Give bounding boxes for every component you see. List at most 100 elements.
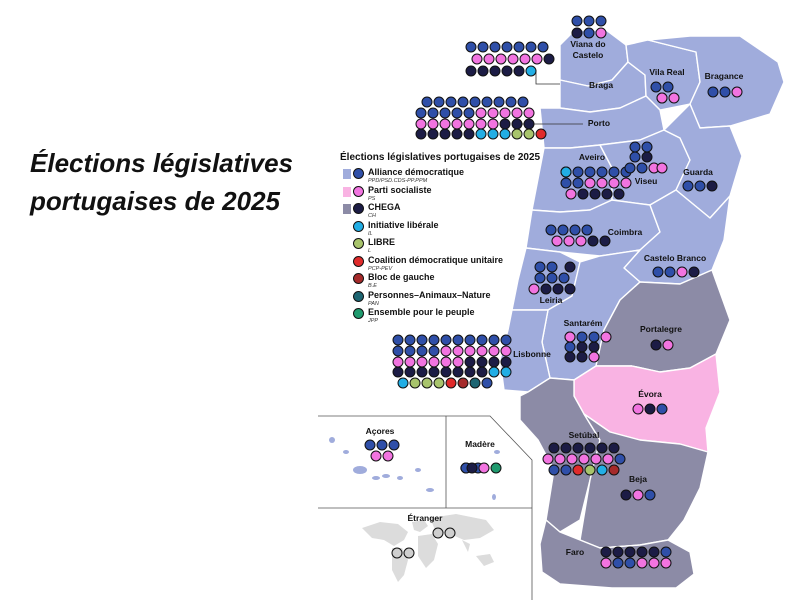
- seat-dot-braga: [525, 41, 537, 53]
- seat-dot-lisbonne: [392, 356, 404, 368]
- seat-dot-braga: [507, 53, 519, 65]
- district-label-braganca: Bragance: [705, 71, 744, 81]
- seat-dot-faro: [660, 557, 672, 569]
- seat-dot-setubal: [596, 464, 608, 476]
- island-acores: [397, 476, 403, 480]
- legend-party-name: Coalition démocratique unitaire: [368, 254, 504, 265]
- seat-dot-lisbonne: [392, 334, 404, 346]
- seat-dot-porto: [511, 118, 523, 130]
- legend-item: CHEGA CH: [340, 202, 555, 220]
- legend-party-name: Personnes–Animaux–Nature: [368, 289, 491, 300]
- seat-dot-lisbonne: [404, 356, 416, 368]
- island-acores: [343, 450, 349, 454]
- district-label-beja: Beja: [629, 474, 647, 484]
- seat-dot-guarda: [694, 180, 706, 192]
- district-label-madere: Madère: [465, 439, 495, 449]
- seat-dot-setubal: [572, 442, 584, 454]
- seat-dot-porto: [475, 107, 487, 119]
- seat-dot-acores: [370, 450, 382, 462]
- seat-dot-lisbonne: [476, 334, 488, 346]
- seat-dot-faro: [636, 557, 648, 569]
- seat-dot-lisbonne: [464, 345, 476, 357]
- legend-party-name: CHEGA: [368, 202, 401, 212]
- seat-dot-lisbonne: [440, 366, 452, 378]
- seat-dot-lisbonne: [488, 356, 500, 368]
- seat-dot-porto: [439, 128, 451, 140]
- seat-dot-aveiro: [620, 177, 632, 189]
- seat-dot-porto: [451, 107, 463, 119]
- island-porto-santo: [494, 450, 500, 454]
- seat-dot-santarem: [588, 351, 600, 363]
- legend-seat-dot: [353, 168, 364, 179]
- seat-dot-santarem: [564, 331, 576, 343]
- seat-dot-etranger: [432, 527, 444, 539]
- seat-dot-etranger: [444, 527, 456, 539]
- seat-dot-santarem: [588, 341, 600, 353]
- seat-dot-viseu: [636, 162, 648, 174]
- legend-seat-dot: [353, 255, 364, 267]
- seat-dot-braga: [471, 53, 483, 65]
- seat-dot-setubal: [608, 442, 620, 454]
- seat-dot-porto: [487, 128, 499, 140]
- legend-item: Coalition démocratique unitaire PCP-PEV: [340, 255, 555, 273]
- seat-dot-porto: [511, 107, 523, 119]
- legend-item: Ensemble pour le peuple JPP: [340, 307, 555, 325]
- leader-line: [535, 70, 560, 85]
- seat-dot-aveiro: [560, 177, 572, 189]
- seat-dot-beja: [632, 489, 644, 501]
- seat-dot-lisbonne: [416, 334, 428, 346]
- legend-seat-dot: [353, 185, 364, 197]
- seat-dot-lisbonne: [392, 345, 404, 357]
- seat-dot-porto: [415, 128, 427, 140]
- seat-dot-lisbonne: [433, 377, 445, 389]
- seat-dot-leiria: [534, 261, 546, 273]
- district-label-viseu: Viseu: [635, 176, 658, 186]
- legend-party-abbr: JPP: [368, 318, 379, 324]
- seat-dot-porto: [499, 107, 511, 119]
- seat-dot-setubal: [608, 464, 620, 476]
- seat-dot-acores: [388, 439, 400, 451]
- seat-dot-braga: [477, 41, 489, 53]
- seat-dot-porto: [523, 107, 535, 119]
- title-line-2: portugaises de 2025: [30, 186, 280, 216]
- seat-dot-etranger: [391, 547, 403, 559]
- seat-dot-setubal: [596, 442, 608, 454]
- seat-dot-braga: [525, 65, 537, 77]
- legend-party-name: Parti socialiste: [368, 184, 432, 195]
- seat-dot-porto: [517, 96, 529, 108]
- seat-dot-faro: [600, 557, 612, 569]
- legend-seat-dot: [353, 290, 364, 302]
- seat-dot-viana: [571, 15, 583, 27]
- legend-item: Personnes–Animaux–Nature PAN: [340, 290, 555, 308]
- island-desertas: [492, 494, 496, 500]
- seat-dot-lisbonne: [404, 345, 416, 357]
- district-label-lisbonne: Lisbonne: [513, 349, 551, 359]
- seat-dot-santarem: [576, 341, 588, 353]
- legend-party-name: LIBRE: [368, 237, 395, 247]
- seat-dots: [364, 15, 743, 569]
- seat-dot-porto: [439, 118, 451, 130]
- seat-dot-lisbonne: [500, 366, 512, 378]
- seat-dot-aveiro: [572, 177, 584, 189]
- seat-dot-porto: [415, 118, 427, 130]
- seat-dot-lisbonne: [440, 334, 452, 346]
- seat-dot-castelobranco: [688, 266, 700, 278]
- seat-dot-portalegre: [650, 339, 662, 351]
- seat-dot-setubal: [602, 453, 614, 465]
- district-label-leiria: Leiria: [540, 295, 563, 305]
- seat-dot-etranger: [403, 547, 415, 559]
- legend-party-abbr: PAN: [368, 300, 379, 307]
- seat-dot-coimbra: [581, 224, 593, 236]
- seat-dot-lisbonne: [428, 366, 440, 378]
- seat-dot-lisbonne: [452, 345, 464, 357]
- inset-frame: [318, 415, 533, 600]
- seat-dot-aveiro: [565, 188, 577, 200]
- seat-dot-viana: [595, 27, 607, 39]
- seat-dot-braga: [537, 41, 549, 53]
- seat-dot-viana: [583, 27, 595, 39]
- seat-dot-leiria: [540, 283, 552, 295]
- district-label-etranger: Étranger: [408, 513, 444, 523]
- seat-dot-aveiro: [596, 177, 608, 189]
